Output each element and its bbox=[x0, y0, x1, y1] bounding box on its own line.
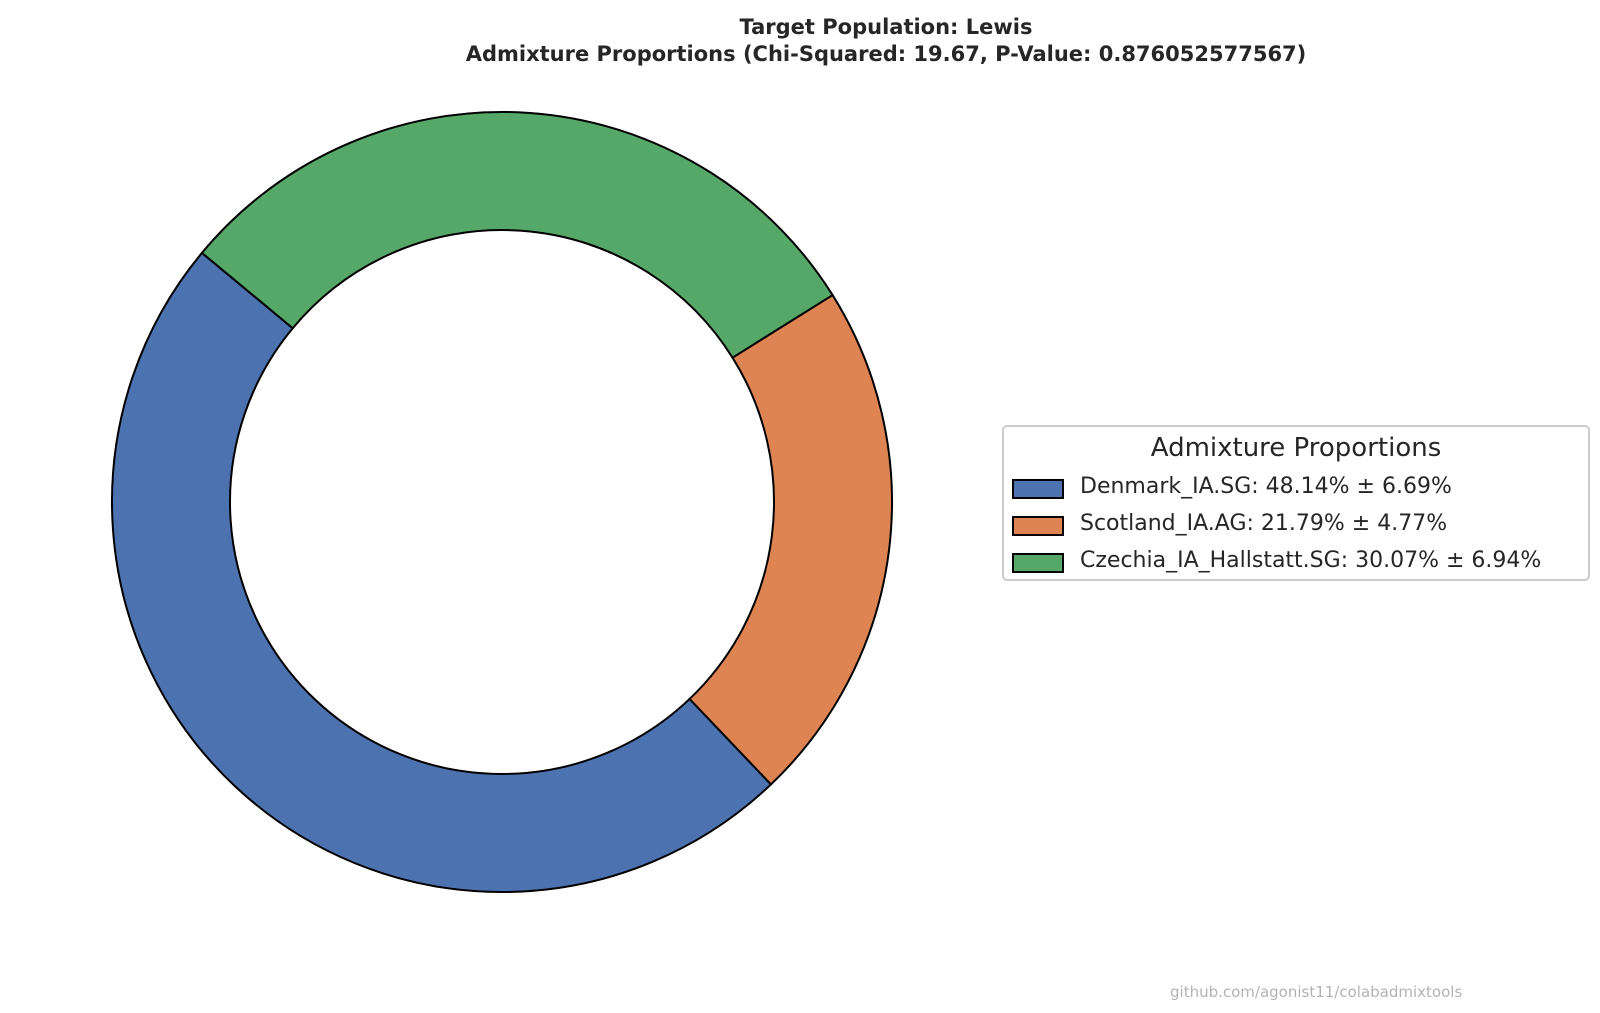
watermark-text: github.com/agonist11/colabadmixtools bbox=[1170, 983, 1463, 1001]
chart-subtitle-line: Admixture Proportions (Chi-Squared: 19.6… bbox=[465, 42, 1307, 66]
legend-label-scotland: Scotland_IA.AG: 21.79% ± 4.77% bbox=[1080, 511, 1448, 536]
donut-chart bbox=[111, 111, 893, 893]
legend-title: Admixture Proportions bbox=[1150, 433, 1442, 463]
chart-title-line: Target Population: Lewis bbox=[739, 15, 1033, 39]
donut-slice-czechia bbox=[200, 111, 834, 360]
donut-slice-denmark bbox=[111, 251, 773, 893]
legend-swatch-scotland bbox=[1012, 516, 1064, 536]
legend: Admixture Proportions Denmark_IA.SG: 48.… bbox=[1002, 425, 1590, 581]
donut-slice-scotland bbox=[688, 293, 893, 786]
legend-swatch-czechia bbox=[1012, 553, 1064, 573]
chart-title: Target Population: Lewis Admixture Propo… bbox=[0, 14, 1600, 68]
legend-swatch-denmark bbox=[1012, 479, 1064, 499]
legend-label-denmark: Denmark_IA.SG: 48.14% ± 6.69% bbox=[1080, 474, 1452, 499]
legend-label-czechia: Czechia_IA_Hallstatt.SG: 30.07% ± 6.94% bbox=[1080, 548, 1542, 573]
